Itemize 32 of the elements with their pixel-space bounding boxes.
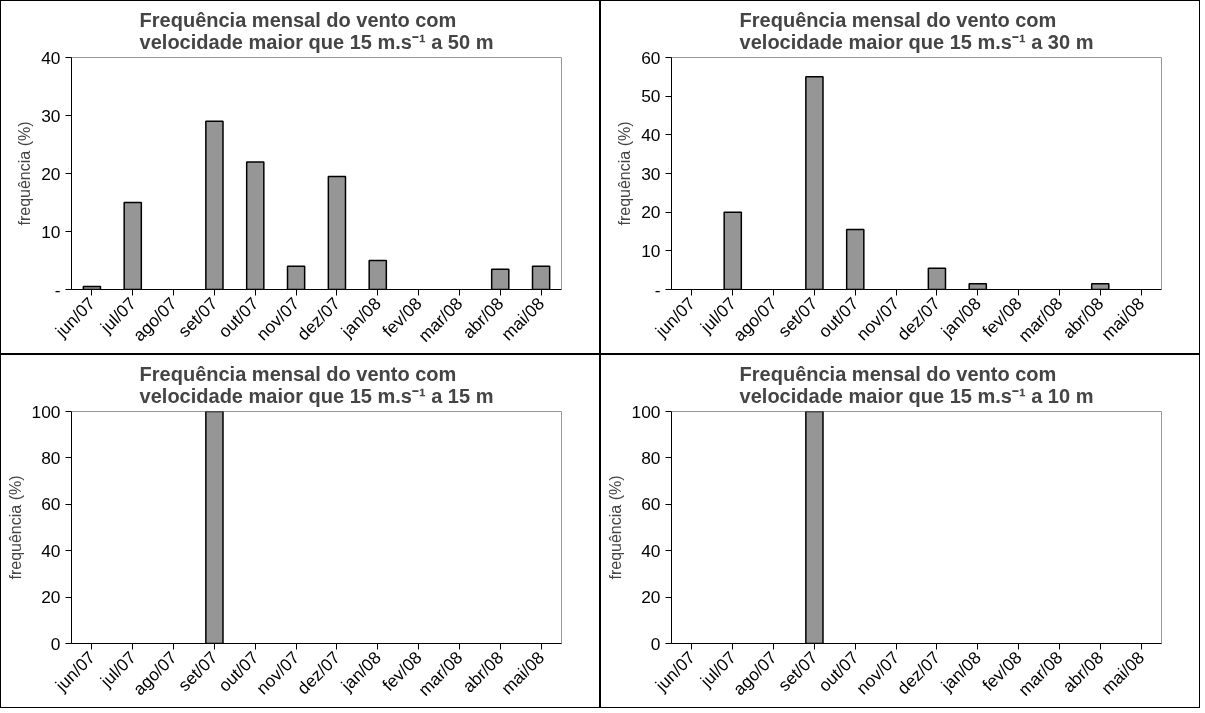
y-tick-label: 30 [41, 105, 61, 126]
y-tick-label: - [54, 279, 61, 300]
y-tick-label: 20 [41, 163, 61, 184]
y-axis-title: frequência (%) [16, 121, 34, 226]
y-tick-label: 20 [41, 587, 61, 608]
y-axis-title: frequência (%) [606, 475, 624, 580]
y-tick-label: 10 [41, 221, 61, 242]
y-axis-title: frequência (%) [6, 475, 24, 580]
y-tick-label: 30 [641, 163, 661, 184]
y-tick-label: 10 [641, 240, 661, 261]
chart-title: Frequência mensal do vento com velocidade maior que 15 m.s⁻¹ a 30 m [739, 8, 1094, 53]
y-tick-label: 40 [641, 540, 661, 561]
chart-title: Frequência mensal do vento com velocidade maior que 15 m.s⁻¹ a 50 m [139, 8, 494, 53]
y-tick-label: 50 [641, 86, 661, 107]
y-tick-label: 0 [650, 633, 661, 654]
y-tick-label: 0 [50, 633, 61, 654]
y-tick-label: 20 [641, 587, 661, 608]
y-tick-label: 40 [41, 47, 61, 68]
y-tick-label: 60 [41, 494, 61, 515]
y-axis-title: frequência (%) [616, 121, 634, 226]
y-tick-label: - [654, 279, 661, 300]
y-tick-label: 20 [641, 202, 661, 223]
y-tick-label: 40 [41, 540, 61, 561]
y-tick-label: 40 [641, 124, 661, 145]
chart-title: Frequência mensal do vento com velocidade maior que 15 m.s⁻¹ a 15 m [139, 362, 494, 407]
y-tick-label: 60 [641, 494, 661, 515]
y-tick-label: 100 [31, 401, 61, 422]
y-tick-label: 80 [41, 447, 61, 468]
chart-title: Frequência mensal do vento com velocidade maior que 15 m.s⁻¹ a 10 m [739, 362, 1094, 407]
y-tick-label: 100 [631, 401, 661, 422]
y-tick-label: 60 [641, 47, 661, 68]
y-tick-label: 80 [641, 447, 661, 468]
